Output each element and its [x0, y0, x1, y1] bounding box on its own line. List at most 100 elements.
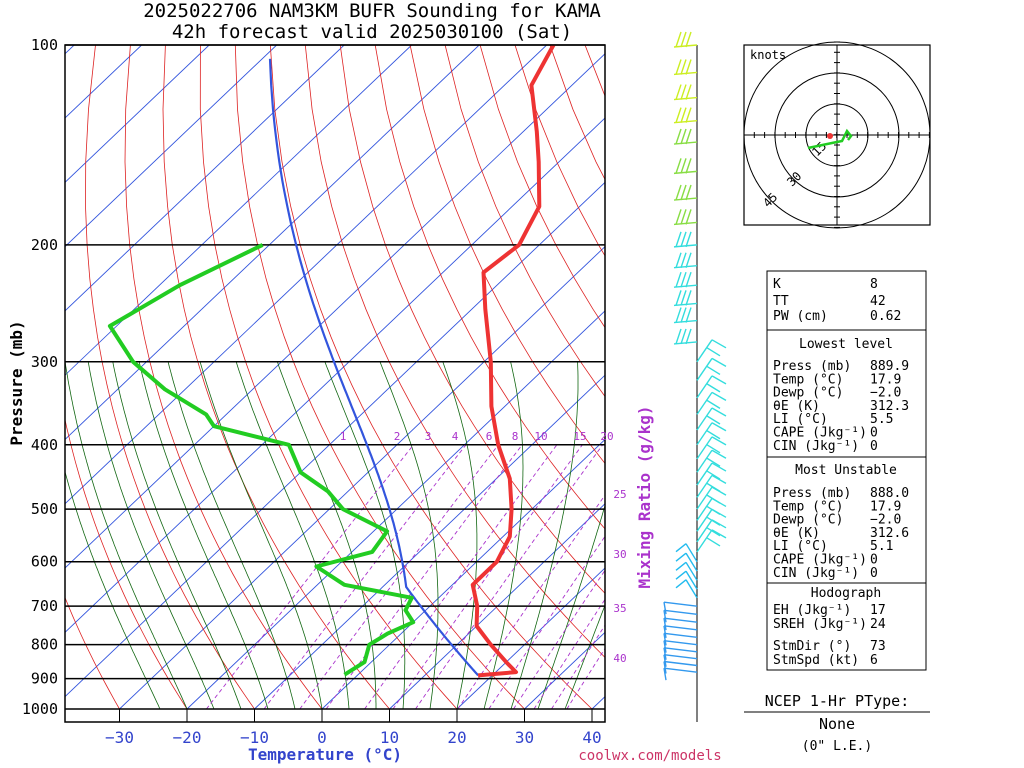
moist-adiabat-line — [112, 361, 242, 710]
sreh-label: SREH (Jkg⁻¹) — [773, 617, 867, 632]
x-tick-label: 20 — [447, 728, 466, 747]
pressure-tick-label: 100 — [31, 36, 58, 54]
unstable-row-label: LI (°C) — [773, 539, 828, 554]
isotherm-line — [119, 245, 605, 710]
isotherm-line — [65, 181, 605, 698]
unstable-row-value: 888.0 — [870, 486, 909, 501]
lowest-row-label: θE (K) — [773, 399, 820, 414]
wind-barb — [663, 654, 698, 667]
credit-text: coolwx.com/models — [578, 748, 721, 764]
wind-barb — [696, 519, 727, 543]
stmspd-value: 6 — [870, 653, 878, 668]
eh-label: EH (Jkg⁻¹) — [773, 603, 851, 618]
wind-barb — [673, 271, 698, 288]
moist-adiabat-line — [442, 361, 478, 710]
mixing-ratio-label: 8 — [512, 430, 519, 443]
dry-adiabat-line — [479, 45, 605, 329]
wind-barb — [663, 601, 698, 615]
mixing-ratio-label: 6 — [486, 430, 493, 443]
hodograph-trace — [807, 128, 853, 150]
isotherm-line — [65, 45, 278, 248]
wind-barb — [696, 375, 727, 399]
wind-barb — [663, 660, 698, 674]
x-tick-label: −20 — [173, 728, 202, 747]
x-tick-label: −30 — [105, 728, 134, 747]
unstable-row-value: 312.6 — [870, 526, 909, 541]
unstable-row-label: CIN (Jkg⁻¹) — [773, 566, 859, 581]
plot-frame — [64, 44, 606, 723]
mixing-ratio-title: Mixing Ratio (g/kg) — [635, 405, 654, 588]
unstable-row-value: 17.9 — [870, 499, 901, 514]
wind-barb — [673, 59, 698, 76]
wind-barb — [663, 609, 698, 623]
mixing-ratio-label: 35 — [613, 602, 626, 615]
index-pw-label: PW (cm) — [773, 309, 828, 324]
sreh-value: 24 — [870, 617, 886, 632]
wind-barb — [673, 158, 698, 175]
wind-barb — [696, 436, 727, 460]
moist-adiabat-line — [510, 361, 579, 710]
dry-adiabat-line — [935, 45, 1024, 709]
dry-adiabat-line — [234, 45, 525, 710]
isotherm-line — [186, 310, 605, 710]
index-k-label: K — [773, 277, 781, 292]
wind-barb-column — [663, 31, 727, 722]
hodograph-unit: knots — [750, 48, 786, 62]
pressure-tick-label: 400 — [31, 436, 58, 454]
dry-adiabat-line — [444, 45, 605, 398]
dry-adiabat-line — [199, 45, 458, 710]
moist-adiabat-line — [87, 361, 215, 710]
moist-adiabat-line — [199, 361, 323, 710]
unstable-row-label: θE (K) — [773, 526, 820, 541]
wind-barb — [675, 579, 698, 599]
lowest-row-value: 5.5 — [870, 412, 893, 427]
wind-barb — [673, 209, 698, 226]
moist-adiabat-line — [235, 361, 350, 710]
unstable-row-value: 0 — [870, 566, 878, 581]
isotherm-line — [65, 45, 480, 441]
wind-barb — [696, 462, 727, 486]
lowest-level-title: Lowest level — [799, 337, 893, 352]
ptype-panel: NCEP 1-Hr PType: None (0" L.E.) — [744, 692, 930, 754]
x-tick-label: 30 — [515, 728, 534, 747]
pressure-tick-label: 600 — [31, 553, 58, 571]
chart-subtitle: 42h forecast valid 2025030100 (Sat) — [172, 21, 572, 43]
wind-barb — [696, 449, 727, 473]
lowest-row-label: Press (mb) — [773, 359, 851, 374]
mixing-ratio-label: 10 — [534, 430, 547, 443]
mixing-ratio-label: 25 — [613, 488, 626, 501]
y-axis-title: Pressure (mb) — [7, 320, 26, 445]
temperature-profile — [470, 45, 556, 678]
isotherm-line — [389, 503, 605, 710]
wind-barb — [663, 667, 698, 681]
index-k-value: 8 — [870, 277, 878, 292]
isotherm-line — [65, 45, 210, 183]
unstable-row-label: Temp (°C) — [773, 499, 843, 514]
isotherm-line — [65, 45, 413, 376]
unstable-row-value: −2.0 — [870, 513, 901, 528]
unstable-row-label: Dewp (°C) — [773, 513, 843, 528]
index-tt-label: TT — [773, 294, 789, 309]
wind-barb — [673, 307, 698, 324]
mixing-ratio-label: 4 — [452, 430, 459, 443]
x-axis-title: Temperature (°C) — [248, 745, 402, 764]
lowest-row-value: 0 — [870, 439, 878, 454]
mixing-ratio-line — [533, 598, 605, 710]
mixing-ratio-label: 30 — [613, 548, 626, 561]
lowest-row-label: LI (°C) — [773, 412, 828, 427]
unstable-row-value: 5.1 — [870, 539, 893, 554]
pressure-tick-label: 900 — [31, 670, 58, 688]
wind-barb — [675, 570, 698, 590]
x-tick-label: 10 — [380, 728, 399, 747]
wind-barb — [673, 107, 698, 124]
lowest-row-label: Dewp (°C) — [773, 386, 843, 401]
wind-barb — [696, 529, 727, 553]
wind-barb — [673, 31, 698, 48]
moist-adiabat-line — [167, 361, 296, 710]
wind-barb — [696, 339, 727, 363]
wind-barb — [663, 647, 698, 660]
wind-barb — [696, 391, 727, 415]
hodograph-storm-motion — [827, 133, 833, 139]
moist-adiabat-line — [65, 470, 161, 710]
